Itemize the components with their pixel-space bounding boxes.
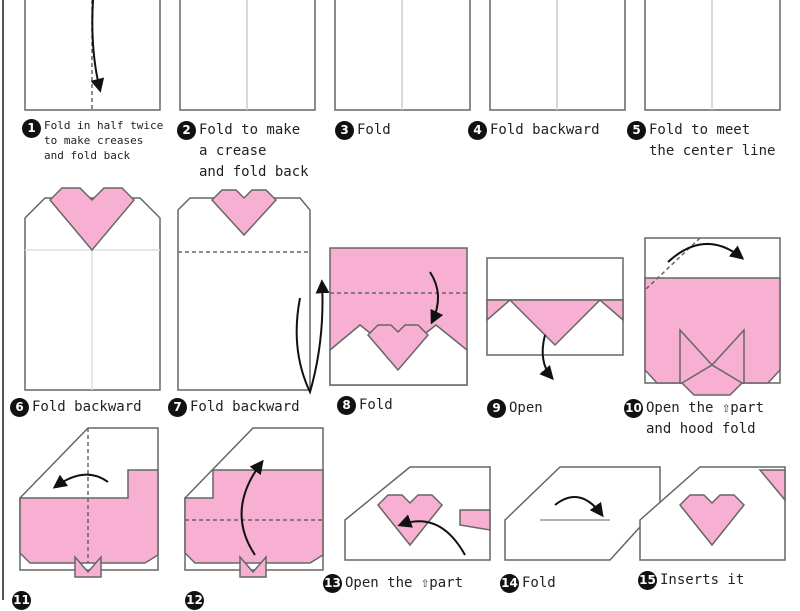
- step-number-badge: 7: [168, 398, 187, 417]
- step-8-label: 8 Fold: [337, 395, 393, 416]
- step-2-label: 2 Fold to make a crease and fold back: [177, 120, 309, 183]
- step-text: and fold back: [199, 164, 309, 180]
- step-number-badge: 8: [337, 396, 356, 415]
- arrow-icon: [240, 459, 264, 556]
- step-8-figure: [329, 247, 468, 386]
- step-11-figure: [19, 427, 159, 578]
- step-number-badge: 15: [638, 571, 657, 590]
- step-4-figure: [489, 0, 626, 111]
- arrow-icon: [667, 243, 745, 263]
- step-4-label: 4 Fold backward: [468, 120, 600, 141]
- step-number-badge: 5: [627, 121, 646, 140]
- step-14-label: 14 Fold: [500, 573, 556, 594]
- step-text: Open the ⇧part: [345, 575, 464, 591]
- step-3-label: 3 Fold: [335, 120, 391, 141]
- step-text: Fold backward: [490, 122, 600, 138]
- step-text: Fold backward: [190, 399, 300, 415]
- step-5-figure: [644, 0, 781, 111]
- step-text: Open: [509, 400, 543, 416]
- step-number-badge: 14: [500, 574, 519, 593]
- step-11-label: 11: [12, 590, 34, 610]
- step-13-label: 13 Open the ⇧part: [323, 573, 463, 594]
- step-number-badge: 13: [323, 574, 342, 593]
- step-2-figure: [179, 0, 316, 111]
- step-7-figure: [177, 189, 311, 391]
- arrow-icon: [52, 473, 109, 489]
- step-15-label: 15 Inserts it: [638, 570, 744, 591]
- step-9-figure: [486, 257, 624, 356]
- step-9-label: 9 Open: [487, 398, 543, 419]
- step-number-badge: 10: [624, 399, 643, 418]
- step-6-figure: [24, 187, 161, 391]
- step-text: Fold: [357, 122, 391, 138]
- step-text: Fold: [359, 397, 393, 413]
- step-number-badge: 6: [10, 398, 29, 417]
- step-text: Fold to meet: [649, 122, 751, 138]
- arrow-icon: [90, 0, 105, 93]
- step-number-badge: 1: [22, 119, 41, 138]
- step-number-badge: 9: [487, 399, 506, 418]
- step-text: Inserts it: [660, 572, 745, 588]
- step-12-figure: [184, 427, 324, 578]
- step-text: a crease: [199, 143, 267, 159]
- step-text: and hood fold: [646, 421, 756, 437]
- step-text: the center line: [649, 143, 776, 159]
- step-text: Fold backward: [32, 399, 142, 415]
- step-15-figure: [639, 466, 786, 561]
- step-7-label: 7 Fold backward: [168, 397, 300, 418]
- step-text: to make creases: [44, 134, 144, 147]
- step-text: Open the ⇧part: [646, 400, 765, 416]
- step-12-label: 12: [185, 590, 207, 610]
- step-number-badge: 4: [468, 121, 487, 140]
- step-10-figure: [644, 237, 781, 396]
- arrow-icon: [295, 279, 330, 395]
- step-number-badge: 2: [177, 121, 196, 140]
- step-number-badge: 12: [185, 591, 204, 610]
- arrow-icon: [429, 271, 444, 325]
- step-text: Fold to make: [199, 122, 301, 138]
- step-text: and fold back: [44, 149, 131, 162]
- arrow-icon: [397, 514, 466, 556]
- step-14-figure: [504, 466, 661, 561]
- step-6-label: 6 Fold backward: [10, 397, 142, 418]
- step-number-badge: 3: [335, 121, 354, 140]
- step-5-label: 5 Fold to meet the center line: [627, 120, 775, 162]
- step-number-badge: 11: [12, 591, 31, 610]
- step-3-figure: [334, 0, 471, 111]
- arrow-icon: [539, 334, 554, 381]
- step-10-label: 10 Open the ⇧part and hood fold: [624, 398, 764, 440]
- step-text: Fold: [522, 575, 556, 591]
- step-13-figure: [344, 466, 491, 561]
- step-1-label: 1 Fold in half twice to make creases and fo…: [22, 118, 163, 163]
- fold-arrows: [52, 0, 745, 556]
- step-text: Fold in half twice: [44, 119, 164, 132]
- arrow-icon: [554, 496, 604, 518]
